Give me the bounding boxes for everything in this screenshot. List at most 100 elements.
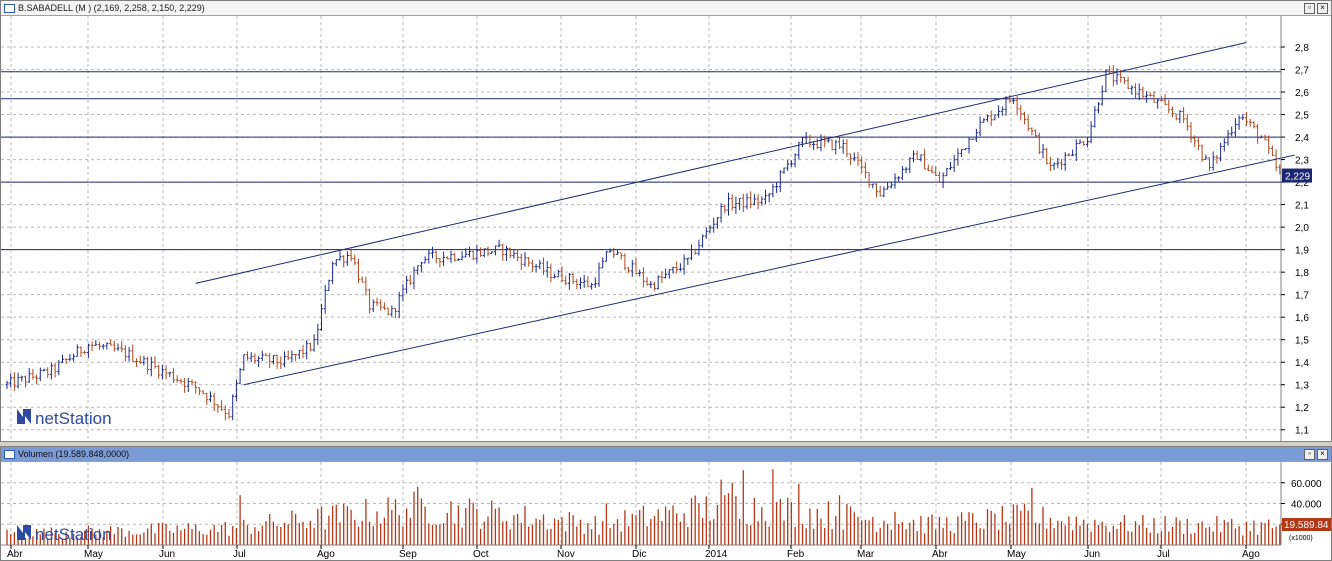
price-bar — [275, 354, 279, 369]
price-bar — [653, 282, 656, 291]
price-bar — [242, 354, 246, 371]
price-bar — [1130, 85, 1134, 95]
price-bar — [442, 251, 446, 267]
price-tick-label: 2,3 — [1295, 156, 1309, 167]
price-bar — [1037, 132, 1041, 155]
price-bar — [886, 182, 890, 190]
price-bar — [220, 400, 224, 411]
price-bar — [723, 204, 727, 214]
netstation-logo: netStation — [17, 525, 112, 544]
price-bar — [209, 391, 212, 403]
time-tick-label: Feb — [787, 549, 805, 560]
price-bar — [72, 353, 76, 362]
price-bar — [1167, 99, 1171, 114]
price-bar — [712, 217, 716, 233]
price-bar — [205, 392, 209, 405]
price-bar — [375, 297, 379, 307]
price-bar — [342, 255, 346, 268]
price-tick-label: 1,6 — [1295, 313, 1309, 324]
price-bar — [967, 137, 971, 154]
close-icon[interactable]: × — [1317, 449, 1328, 460]
price-bar — [186, 378, 190, 392]
price-bar — [116, 343, 120, 351]
price-bar — [527, 257, 531, 267]
price-bar — [549, 263, 553, 283]
price-bar — [120, 341, 124, 353]
time-tick-label: Ago — [1242, 549, 1260, 560]
price-bar — [693, 248, 697, 255]
price-bar — [490, 251, 494, 255]
price-bar — [231, 394, 235, 421]
price-bar — [849, 153, 853, 166]
price-bar — [878, 185, 882, 197]
price-bar — [294, 353, 298, 361]
price-bar — [571, 272, 575, 285]
price-bar — [1159, 96, 1163, 101]
trend-channel-line — [195, 42, 1247, 284]
price-bar — [497, 239, 501, 248]
price-bar — [793, 153, 797, 168]
price-bar — [923, 148, 927, 170]
price-bar — [249, 352, 253, 363]
price-bar — [545, 260, 549, 278]
price-bar — [1034, 129, 1038, 137]
price-bar — [960, 148, 964, 157]
price-bar — [512, 250, 516, 259]
price-bar — [808, 134, 812, 148]
trend-channel-line — [243, 154, 1295, 386]
price-bar — [1241, 113, 1245, 121]
price-bar — [1259, 135, 1263, 139]
price-bar — [1193, 135, 1197, 148]
price-bar — [579, 277, 582, 289]
volume-window-titlebar: Volumen (19.589.848,0000) ▫ × — [1, 447, 1331, 462]
price-bar — [597, 262, 601, 287]
time-tick-label: Ago — [317, 549, 335, 560]
price-bar — [153, 356, 157, 369]
price-bar — [223, 405, 227, 421]
price-bar — [320, 303, 323, 331]
close-icon[interactable]: × — [1317, 3, 1328, 14]
restore-icon[interactable]: ▫ — [1304, 3, 1315, 14]
price-bar — [482, 248, 486, 258]
price-bar — [1270, 145, 1274, 157]
price-bar — [172, 368, 175, 383]
price-bar — [38, 367, 42, 382]
price-bar — [394, 308, 397, 319]
restore-icon[interactable]: ▫ — [1304, 449, 1315, 460]
time-tick-label: Oct — [473, 549, 489, 560]
price-bar — [493, 245, 497, 256]
price-bar — [327, 279, 331, 292]
price-bar — [730, 194, 734, 211]
price-bar — [1115, 68, 1119, 85]
price-bar — [1104, 69, 1108, 92]
price-bar — [1208, 157, 1211, 172]
price-bar — [542, 257, 545, 275]
price-bar — [1274, 149, 1278, 172]
price-bar — [49, 362, 53, 380]
price-bar — [1215, 155, 1219, 164]
price-bar — [468, 246, 471, 258]
price-bar — [1219, 142, 1223, 162]
netstation-logo: netStation — [17, 409, 112, 428]
time-tick-label: Jul — [233, 549, 246, 560]
price-bar — [75, 344, 79, 357]
price-bar — [645, 277, 649, 286]
price-bar — [974, 128, 978, 142]
price-bar — [46, 367, 50, 378]
price-bar — [1000, 106, 1004, 116]
price-bar — [764, 189, 767, 205]
price-bar — [782, 167, 786, 174]
price-bar — [978, 116, 982, 137]
price-bar — [678, 263, 682, 272]
price-bar — [586, 276, 590, 288]
price-bar — [1019, 105, 1023, 121]
price-bar — [360, 276, 364, 283]
price-bar — [1015, 96, 1019, 115]
price-bar — [715, 216, 719, 229]
price-bar — [31, 368, 35, 380]
price-bar — [316, 323, 320, 345]
time-tick-label: Sep — [399, 549, 417, 560]
price-bar — [582, 274, 586, 288]
price-bar — [893, 173, 897, 189]
price-bar — [301, 344, 305, 359]
